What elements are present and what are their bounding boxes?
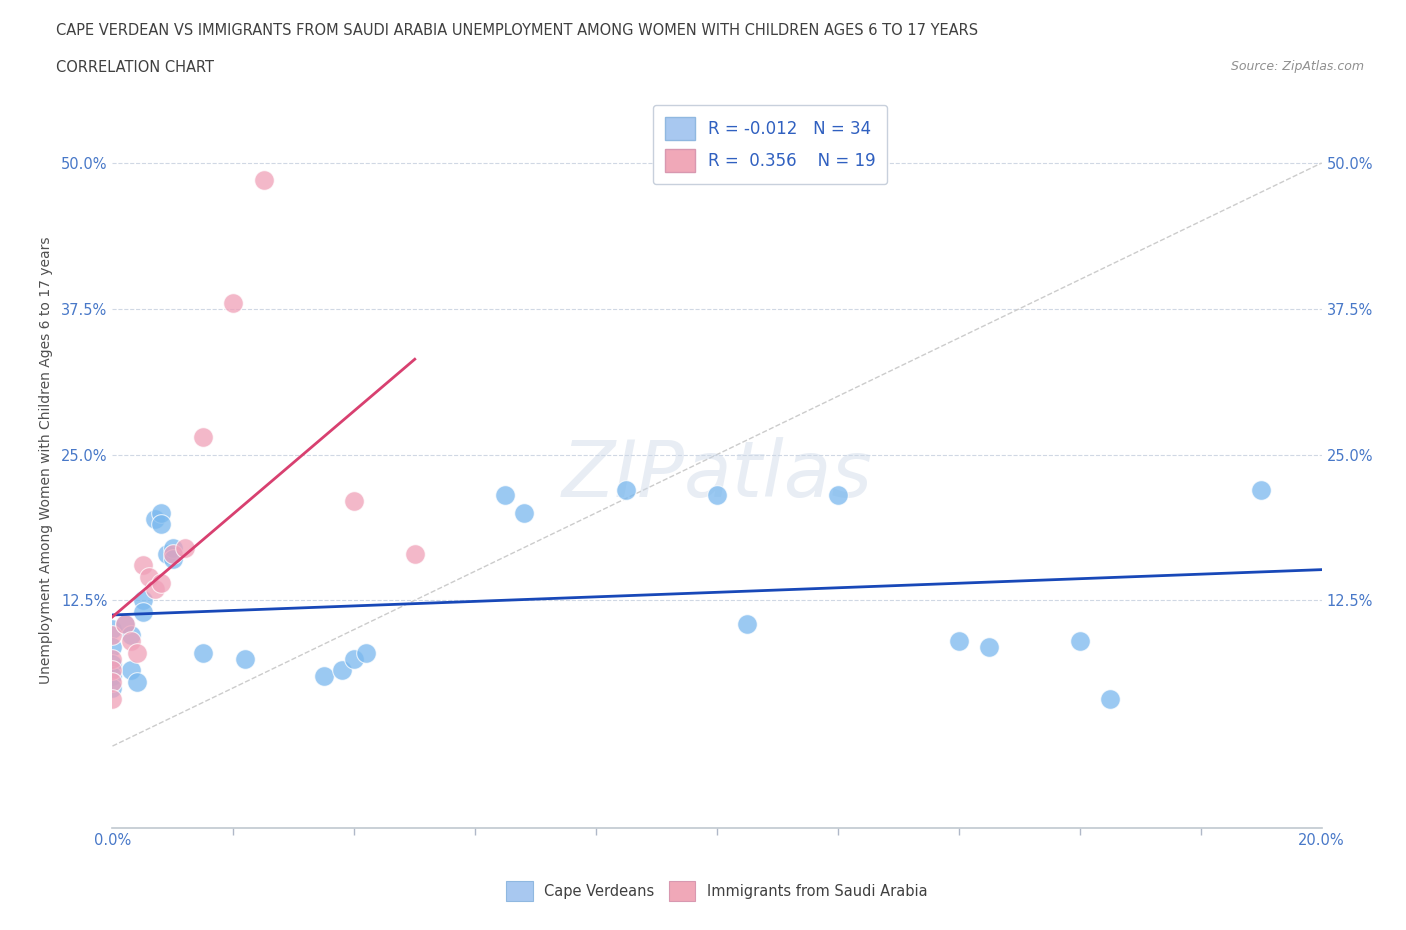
Point [512,505,534,520]
Point [404,546,426,561]
Point [143,512,166,526]
Point [235,651,257,666]
Point [149,517,172,532]
Point [191,645,214,660]
Point [101,651,124,666]
Point [330,663,353,678]
Point [149,576,172,591]
Point [162,546,184,561]
Point [101,622,124,637]
Point [1069,633,1091,648]
Point [149,505,172,520]
Point [132,558,155,573]
Text: Source: ZipAtlas.com: Source: ZipAtlas.com [1230,60,1364,73]
Point [101,663,124,678]
Legend: Cape Verdeans, Immigrants from Saudi Arabia: Cape Verdeans, Immigrants from Saudi Ara… [499,873,935,909]
Point [101,669,124,684]
Point [616,482,638,497]
Point [132,592,155,607]
Point [162,540,184,555]
Point [706,488,728,503]
Point [156,546,179,561]
Point [101,692,124,707]
Point [120,628,142,643]
Point [120,633,142,648]
Point [120,663,142,678]
Point [1250,482,1272,497]
Point [101,674,124,689]
Point [495,488,517,503]
Point [138,569,160,584]
Point [162,552,184,567]
Point [343,494,366,509]
Point [253,173,276,188]
Point [737,617,759,631]
Point [101,657,124,671]
Point [114,617,136,631]
Y-axis label: Unemployment Among Women with Children Ages 6 to 17 years: Unemployment Among Women with Children A… [39,236,53,684]
Point [101,628,124,643]
Point [114,617,136,631]
Point [977,640,1000,655]
Point [174,540,197,555]
Point [125,645,148,660]
Point [143,581,166,596]
Point [356,645,378,660]
Point [343,651,366,666]
Text: CORRELATION CHART: CORRELATION CHART [56,60,214,75]
Point [827,488,849,503]
Text: ZIPatlas: ZIPatlas [561,437,873,513]
Point [101,640,124,655]
Text: CAPE VERDEAN VS IMMIGRANTS FROM SAUDI ARABIA UNEMPLOYMENT AMONG WOMEN WITH CHILD: CAPE VERDEAN VS IMMIGRANTS FROM SAUDI AR… [56,23,979,38]
Point [132,604,155,619]
Point [101,681,124,696]
Point [125,674,148,689]
Point [191,430,214,445]
Point [314,669,336,684]
Point [1098,692,1121,707]
Point [222,296,245,311]
Point [948,633,970,648]
